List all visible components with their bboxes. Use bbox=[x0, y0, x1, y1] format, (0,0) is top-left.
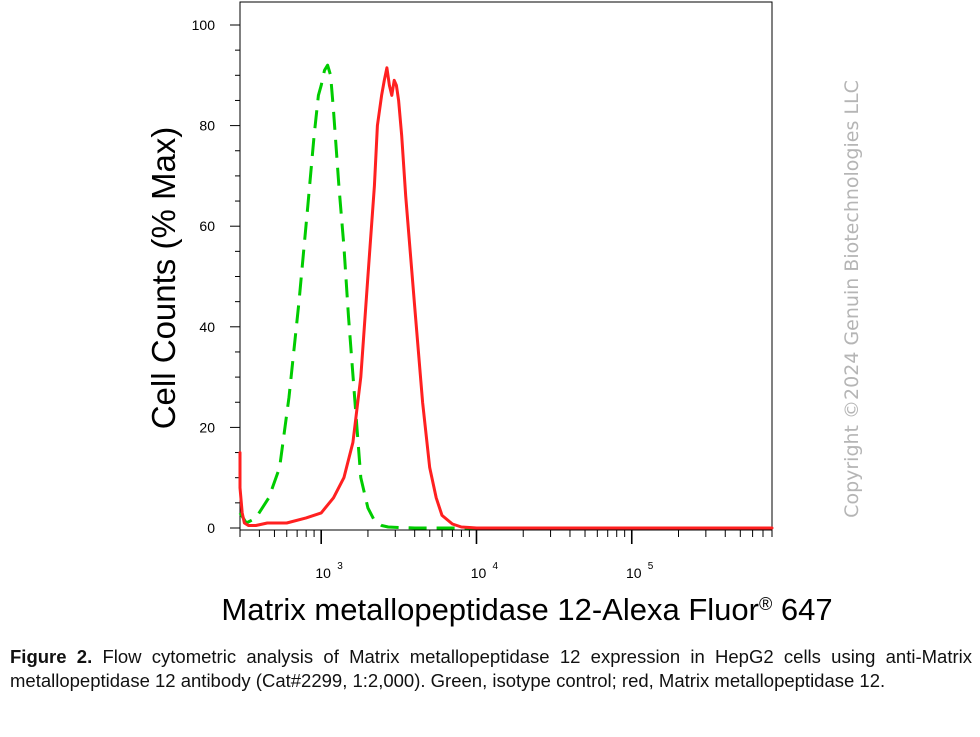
x-tick-exponent: 5 bbox=[648, 561, 654, 572]
figure-caption-label: Figure 2. bbox=[10, 646, 93, 667]
plot-frame bbox=[239, 1, 773, 531]
y-axis-label: Cell Counts (% Max) bbox=[145, 127, 182, 430]
series-layer bbox=[238, 63, 774, 530]
y-tick-label: 40 bbox=[199, 319, 215, 335]
y-axis: 0 20 40 60 80 100 bbox=[192, 17, 240, 536]
x-axis-label-suffix: 647 bbox=[772, 592, 832, 627]
y-tick-label: 100 bbox=[192, 17, 216, 33]
figure-caption-text: Flow cytometric analysis of Matrix metal… bbox=[10, 646, 972, 691]
x-tick-label: 10 bbox=[471, 565, 487, 581]
y-tick-label: 20 bbox=[199, 419, 215, 435]
y-tick-label: 80 bbox=[199, 118, 215, 134]
flow-cytometry-histogram: 0 20 40 60 80 100 10 3 10 4 10 5 Cell Counts (% Ma… bbox=[145, 1, 863, 627]
x-tick-label: 10 bbox=[315, 565, 331, 581]
x-axis-label: Matrix metallopeptidase 12-Alexa Fluor® … bbox=[221, 592, 832, 627]
x-tick-label: 10 bbox=[626, 565, 642, 581]
series-line-green-dashed bbox=[238, 63, 772, 530]
y-tick-label: 0 bbox=[207, 520, 215, 536]
x-axis-label-sup: ® bbox=[759, 594, 772, 614]
copyright-watermark: Copyright ©2024 Genuin Biotechnologies L… bbox=[841, 80, 863, 518]
y-tick-label: 60 bbox=[199, 218, 215, 234]
x-tick-exponent: 4 bbox=[492, 561, 498, 572]
series-line-red-solid bbox=[238, 66, 774, 530]
figure-caption: Figure 2. Flow cytometric analysis of Ma… bbox=[10, 645, 972, 693]
x-axis: 10 3 10 4 10 5 bbox=[239, 530, 773, 581]
x-axis-label-main: Matrix metallopeptidase 12-Alexa Fluor bbox=[221, 592, 759, 627]
x-tick-exponent: 3 bbox=[337, 561, 343, 572]
